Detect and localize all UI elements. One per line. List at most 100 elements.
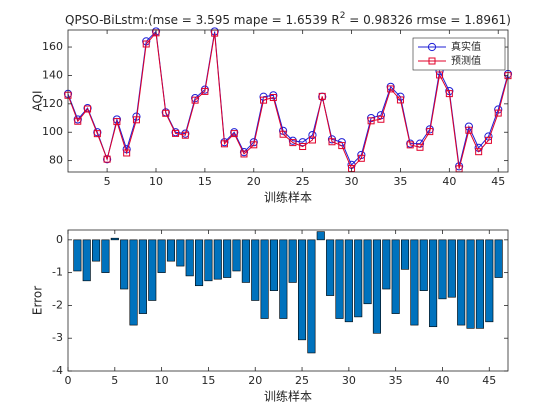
marker xyxy=(357,154,365,162)
x-tick-label: 35 xyxy=(389,374,403,387)
x-tick-label: 30 xyxy=(345,175,359,188)
marker xyxy=(142,40,150,48)
bar xyxy=(307,239,316,354)
legend-label: 预测值 xyxy=(451,54,481,67)
marker xyxy=(230,128,239,137)
marker xyxy=(308,136,316,144)
marker xyxy=(103,155,112,164)
y-tick-label: 0 xyxy=(56,233,63,246)
marker xyxy=(132,116,140,124)
bar xyxy=(110,237,119,241)
bar xyxy=(120,239,129,290)
marker xyxy=(377,115,385,123)
title-part: = 0.98326 rmse = 1.8961) xyxy=(345,13,511,27)
x-tick-label: 40 xyxy=(435,374,449,387)
bar xyxy=(344,239,353,323)
bar xyxy=(129,239,138,326)
marker xyxy=(327,135,337,144)
marker xyxy=(475,148,483,156)
bar xyxy=(223,239,232,278)
marker xyxy=(484,136,492,144)
marker xyxy=(240,150,248,158)
x-axis-label: 训练样本 xyxy=(264,389,312,404)
bar xyxy=(157,239,166,273)
marker xyxy=(103,155,111,163)
bar xyxy=(410,239,419,326)
bar xyxy=(316,231,325,241)
marker xyxy=(93,130,101,138)
x-tick-label: 35 xyxy=(393,175,407,188)
bar xyxy=(466,239,475,329)
x-tick-label: 10 xyxy=(149,175,163,188)
marker xyxy=(239,148,249,157)
x-tick-label: 0 xyxy=(65,374,72,387)
bar xyxy=(326,239,335,296)
axes-box xyxy=(67,29,509,173)
bar xyxy=(166,239,176,262)
marker xyxy=(250,141,258,149)
marker xyxy=(84,105,92,113)
marker xyxy=(416,143,424,151)
bar xyxy=(138,239,147,314)
bar xyxy=(185,239,194,277)
bar xyxy=(101,239,110,273)
bar xyxy=(447,239,456,298)
marker xyxy=(387,85,395,93)
marker xyxy=(289,139,297,147)
marker xyxy=(162,109,170,117)
marker xyxy=(123,149,131,157)
marker xyxy=(406,139,415,148)
x-tick-label: 5 xyxy=(104,175,111,188)
y-tick-label: 160 xyxy=(42,40,63,53)
marker xyxy=(465,126,473,134)
marker xyxy=(113,118,121,126)
bar xyxy=(391,239,400,314)
x-tick-label: 10 xyxy=(155,374,169,387)
x-tick-label: 45 xyxy=(482,374,496,387)
bar xyxy=(354,239,363,318)
x-tick-label: 15 xyxy=(198,175,212,188)
bar xyxy=(335,239,344,319)
bar xyxy=(382,239,391,290)
marker xyxy=(299,143,307,151)
bar xyxy=(148,239,157,301)
x-tick-label: 30 xyxy=(342,374,356,387)
marker xyxy=(425,125,434,134)
x-tick-label: 25 xyxy=(295,374,309,387)
x-tick-label: 20 xyxy=(248,374,262,387)
marker xyxy=(201,87,209,95)
marker xyxy=(279,130,287,138)
marker xyxy=(74,117,82,125)
chart-title: QPSO-BiLstm:(mse = 3.595 mape = 1.6539 R… xyxy=(65,11,511,27)
bar xyxy=(195,239,204,287)
bar xyxy=(279,239,288,319)
series-line xyxy=(67,31,509,170)
x-tick-label: 25 xyxy=(296,175,310,188)
bar xyxy=(260,239,269,319)
marker xyxy=(338,142,346,150)
bar xyxy=(73,239,82,272)
y-tick-label: -3 xyxy=(52,331,63,344)
bar xyxy=(400,239,410,270)
bar xyxy=(288,239,297,283)
y-tick-label: -4 xyxy=(52,364,63,377)
marker xyxy=(455,162,464,171)
y-tick-label: 120 xyxy=(42,97,63,110)
y-axis-label: Error xyxy=(31,286,45,315)
bar xyxy=(269,239,279,291)
bar xyxy=(241,239,250,283)
y-axis-label: AQI xyxy=(31,91,45,112)
bar xyxy=(204,239,213,282)
marker xyxy=(318,92,326,100)
marker xyxy=(367,117,375,125)
marker xyxy=(93,128,102,137)
marker xyxy=(445,90,453,98)
marker xyxy=(406,141,414,149)
bar xyxy=(176,239,185,267)
bar xyxy=(485,239,494,323)
marker xyxy=(249,138,258,147)
marker xyxy=(260,96,268,104)
bar xyxy=(232,239,241,272)
y-tick-label: 100 xyxy=(42,125,63,138)
